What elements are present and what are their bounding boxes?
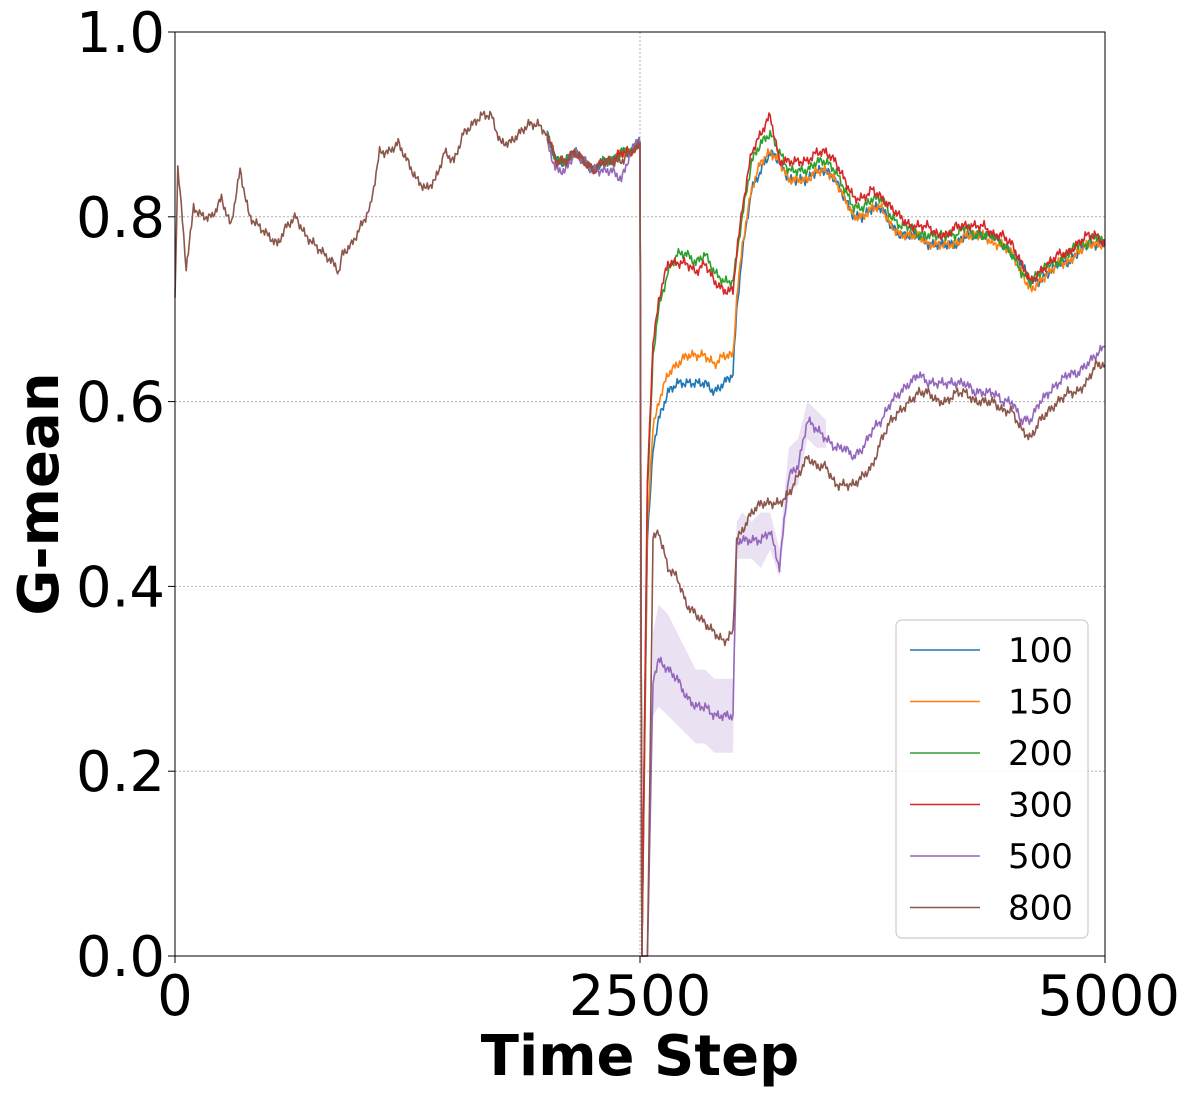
series-line-shared-history	[174, 110, 548, 298]
series-lines	[174, 110, 1106, 957]
y-axis-title: G-mean	[7, 372, 72, 615]
y-tick-label: 1.0	[76, 1, 165, 66]
legend-label-200: 200	[1008, 734, 1073, 774]
y-tick-label: 0.8	[76, 186, 165, 251]
x-tick-label: 2500	[569, 964, 712, 1029]
legend-label-800: 800	[1008, 889, 1073, 929]
legend-box	[895, 619, 1089, 939]
legend-label-100: 100	[1008, 631, 1073, 671]
x-tick-label: 5000	[1037, 964, 1180, 1029]
series-line-500	[546, 136, 1106, 957]
series-line-800	[546, 133, 1106, 957]
confidence-bands	[653, 401, 826, 753]
legend: 100 150 200 300 500 800	[895, 619, 1089, 939]
axis-ticks: 0.0 0.2 0.4 0.6 0.8 1.0 0 2500 5000	[76, 1, 1180, 1029]
x-tick-label: 0	[157, 964, 193, 1029]
band-500	[653, 401, 826, 753]
legend-label-150: 150	[1008, 683, 1073, 723]
y-tick-label: 0.6	[76, 371, 165, 436]
y-tick-label: 0.2	[76, 740, 165, 805]
legend-label-300: 300	[1008, 786, 1073, 826]
y-tick-label: 0.4	[76, 555, 165, 620]
y-tick-label: 0.0	[76, 925, 165, 990]
legend-label-500: 500	[1008, 837, 1073, 877]
x-axis-title: Time Step	[481, 1024, 799, 1089]
